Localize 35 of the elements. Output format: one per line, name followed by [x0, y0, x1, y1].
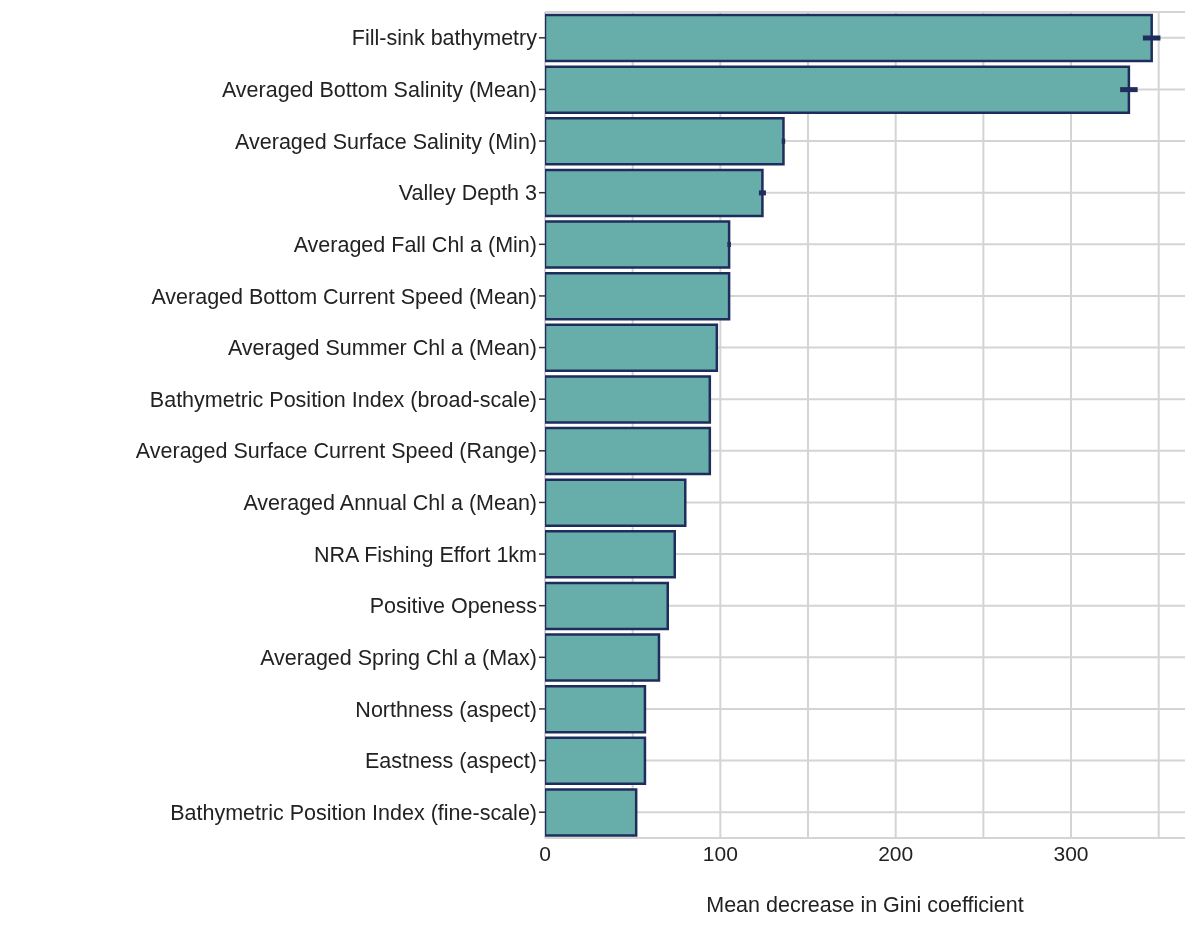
- bar: [545, 736, 647, 785]
- bar: [545, 375, 712, 424]
- bar: [545, 220, 731, 269]
- bar: [545, 788, 638, 837]
- y-tick-label: Averaged Surface Current Speed (Range): [135, 439, 537, 464]
- x-axis-title: Mean decrease in Gini coefficient: [705, 893, 1025, 918]
- y-tick-label: Averaged Surface Salinity (Min): [235, 129, 537, 154]
- y-tick-label: Averaged Annual Chl a (Mean): [243, 491, 537, 516]
- bar: [545, 530, 676, 579]
- bar: [545, 426, 712, 476]
- y-tick-label: Fill-sink bathymetry: [351, 26, 538, 51]
- y-tick-label: Eastness (aspect): [364, 749, 537, 774]
- y-tick-label: Bathymetric Position Index (fine-scale): [170, 800, 537, 825]
- y-tick-label: Averaged Bottom Current Speed (Mean): [151, 284, 537, 309]
- bar: [545, 323, 719, 372]
- bar: [545, 117, 785, 166]
- y-tick-label: Averaged Summer Chl a (Mean): [227, 336, 537, 361]
- x-tick-label: 0: [539, 841, 551, 865]
- bar: [545, 684, 647, 734]
- y-tick-label: Bathymetric Position Index (broad-scale): [149, 387, 537, 412]
- y-tick-label: Averaged Spring Chl a (Max): [260, 645, 537, 670]
- y-tick-label: Averaged Bottom Salinity (Mean): [221, 78, 537, 103]
- x-tick-label: 200: [878, 841, 914, 865]
- y-tick-label: Northness (aspect): [355, 697, 537, 722]
- x-tick-label: 300: [1053, 841, 1089, 865]
- bar: [545, 581, 669, 631]
- y-tick-label: Averaged Fall Chl a (Min): [293, 232, 537, 257]
- bar: [545, 271, 731, 321]
- bar: [545, 478, 687, 527]
- bar: [545, 633, 661, 682]
- y-tick-label: NRA Fishing Effort 1km: [313, 542, 537, 567]
- bar: [545, 168, 764, 218]
- y-tick-label: Valley Depth 3: [398, 181, 538, 206]
- y-tick-label: Positive Openess: [369, 594, 537, 619]
- x-tick-label: 100: [702, 841, 738, 865]
